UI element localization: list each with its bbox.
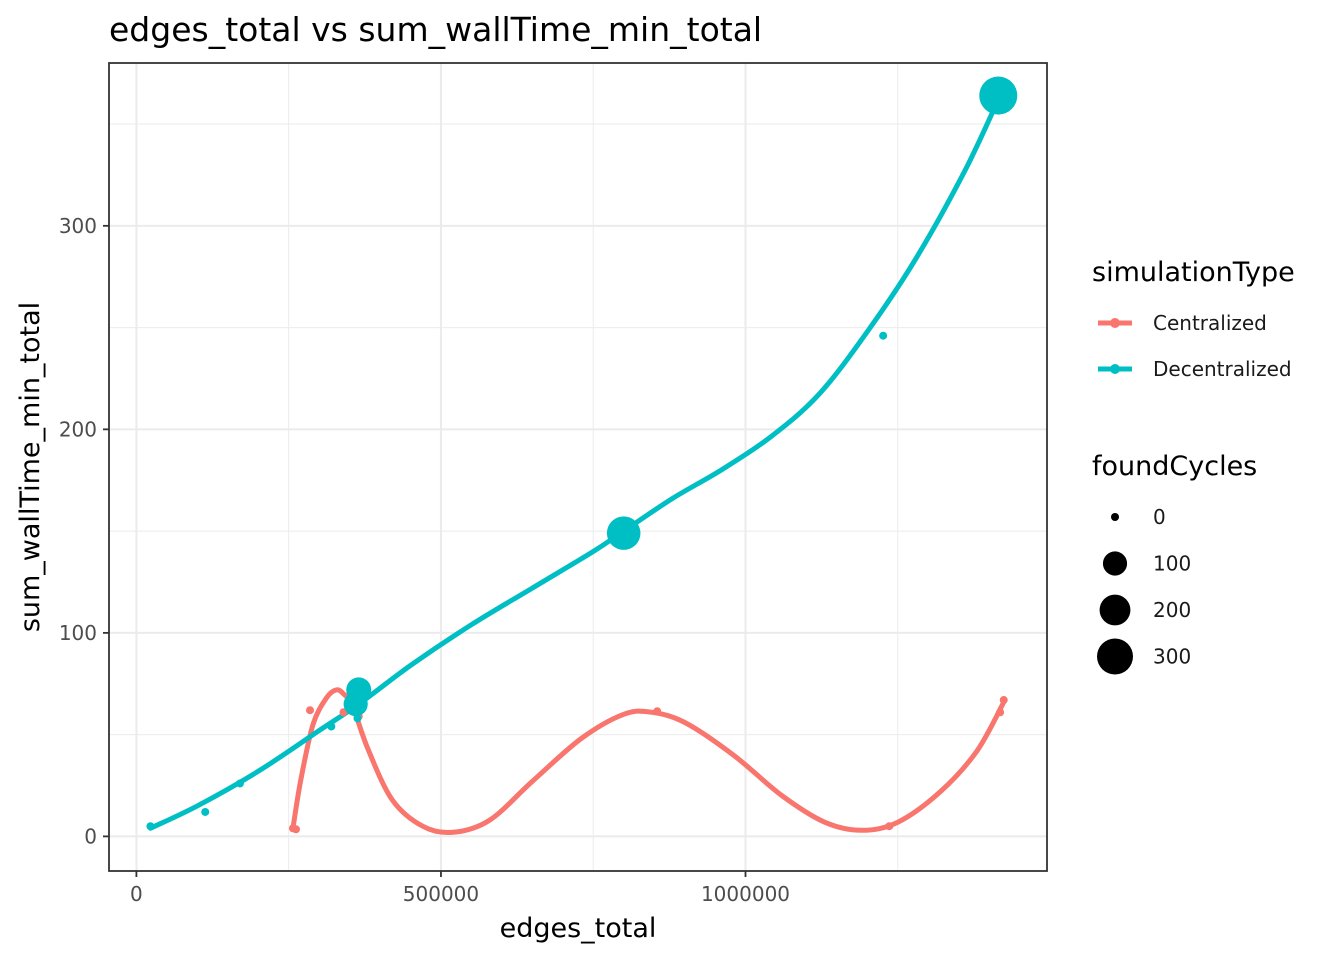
color-legend-keys: Centralized Decentralized xyxy=(1098,311,1292,381)
size-key-300 xyxy=(1097,638,1133,675)
grid-major xyxy=(109,63,1047,871)
legend-key-point-centralized xyxy=(1110,318,1120,328)
point-decentralized xyxy=(346,677,372,703)
point-decentralized xyxy=(327,722,336,731)
size-legend-keys: 0 100 200 300 xyxy=(1097,505,1191,675)
point-decentralized xyxy=(353,714,362,723)
size-legend: foundCycles 0 100 200 300 xyxy=(1092,451,1257,675)
panel-background xyxy=(109,63,1047,871)
y-tick-label: 200 xyxy=(59,417,97,441)
point-centralized xyxy=(999,696,1008,705)
size-key-200 xyxy=(1099,594,1131,626)
size-legend-title: foundCycles xyxy=(1092,451,1257,482)
point-centralized xyxy=(996,708,1005,717)
point-centralized xyxy=(291,825,300,834)
size-label-300: 300 xyxy=(1153,645,1191,669)
size-label-200: 200 xyxy=(1153,598,1191,622)
size-key-100 xyxy=(1102,551,1128,576)
legend-key-point-decentralized xyxy=(1110,364,1120,374)
color-legend-title: simulationType xyxy=(1092,257,1295,288)
size-label-100: 100 xyxy=(1153,552,1191,576)
point-centralized xyxy=(885,822,894,831)
x-axis-title: edges_total xyxy=(500,913,657,944)
x-tick-label: 500000 xyxy=(403,882,479,906)
y-tick-label: 100 xyxy=(59,621,97,645)
data-points xyxy=(146,76,1018,834)
smooth-line-centralized xyxy=(290,687,1007,836)
y-axis-title: sum_wallTime_min_total xyxy=(15,302,46,632)
point-decentralized xyxy=(146,822,155,831)
point-decentralized xyxy=(235,779,244,788)
chart-title: edges_total vs sum_wallTime_min_total xyxy=(109,10,762,49)
point-centralized xyxy=(653,707,662,716)
x-tick-label: 1000000 xyxy=(701,882,790,906)
y-tick-label: 0 xyxy=(84,824,97,848)
size-key-0 xyxy=(1111,513,1119,521)
legend-label-centralized: Centralized xyxy=(1153,311,1267,335)
y-tick-label: 300 xyxy=(59,214,97,238)
point-decentralized xyxy=(879,331,888,340)
grid-minor xyxy=(109,63,1047,871)
panel-border xyxy=(108,62,1048,872)
point-decentralized xyxy=(979,76,1018,115)
size-label-0: 0 xyxy=(1153,505,1166,529)
x-axis: 0 500000 1000000 xyxy=(130,871,790,906)
x-tick-label: 0 xyxy=(130,882,143,906)
legend-label-decentralized: Decentralized xyxy=(1153,357,1292,381)
color-legend: simulationType Centralized Decentralized xyxy=(1092,257,1295,381)
point-centralized xyxy=(306,706,314,715)
point-decentralized xyxy=(606,516,641,550)
y-axis: 0 100 200 300 xyxy=(59,214,109,848)
point-decentralized xyxy=(201,807,210,816)
plot-panel xyxy=(108,62,1048,872)
